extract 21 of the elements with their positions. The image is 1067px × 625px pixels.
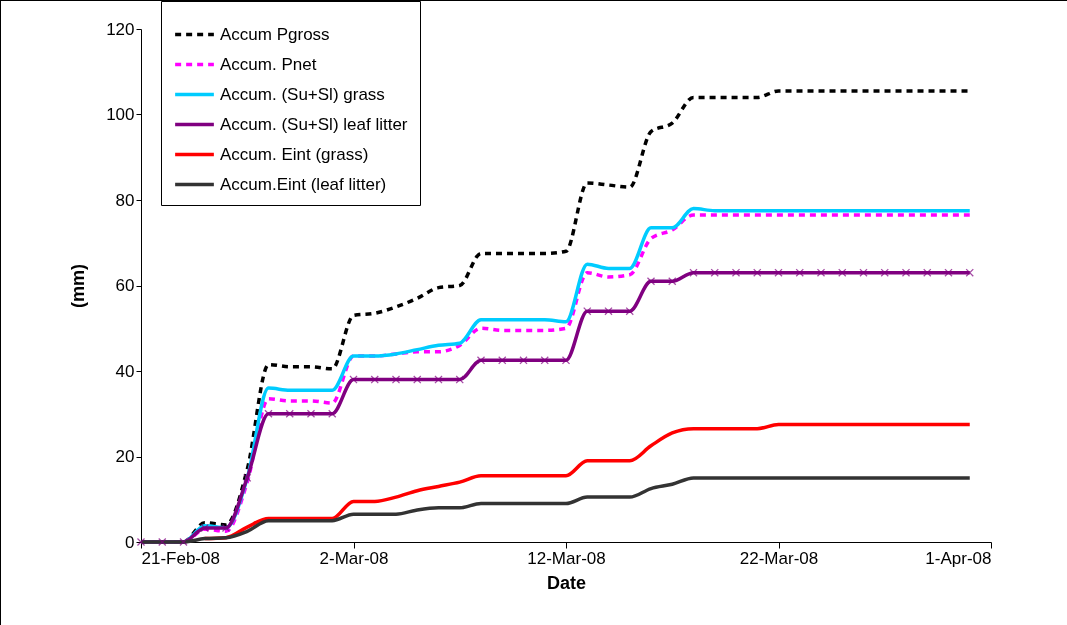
y-tick-label: 60 bbox=[115, 276, 135, 295]
y-tick-label: 40 bbox=[115, 361, 135, 381]
x-tick-label: 2-Mar-08 bbox=[319, 548, 389, 568]
legend-label: Accum. (Su+Sl) grass bbox=[220, 84, 385, 104]
x-tick-label: 12-Mar-08 bbox=[527, 548, 606, 568]
x-tick-label: 21-Feb-08 bbox=[141, 548, 220, 568]
legend-label: Accum. (Su+Sl) leaf litter bbox=[220, 114, 408, 134]
x-tick-label: 1-Apr-08 bbox=[925, 548, 992, 568]
legend-label: Accum. Eint (grass) bbox=[220, 144, 369, 164]
line-series bbox=[139, 476, 972, 544]
y-tick-label: 120 bbox=[106, 19, 135, 39]
y-axis-title: (mm) bbox=[68, 264, 89, 308]
legend-label: Accum.Eint (leaf litter) bbox=[220, 174, 387, 194]
y-tick-label: 20 bbox=[115, 447, 135, 466]
y-tick-label: 80 bbox=[115, 190, 135, 210]
x-axis-title: Date bbox=[546, 572, 587, 593]
y-tick-label: 0 bbox=[125, 532, 135, 552]
legend-label: Accum. Pnet bbox=[220, 54, 317, 74]
y-tick-label: 100 bbox=[106, 105, 135, 124]
x-tick-label: 22-Mar-08 bbox=[739, 548, 819, 568]
legend-label: Accum Pgross bbox=[220, 24, 330, 44]
